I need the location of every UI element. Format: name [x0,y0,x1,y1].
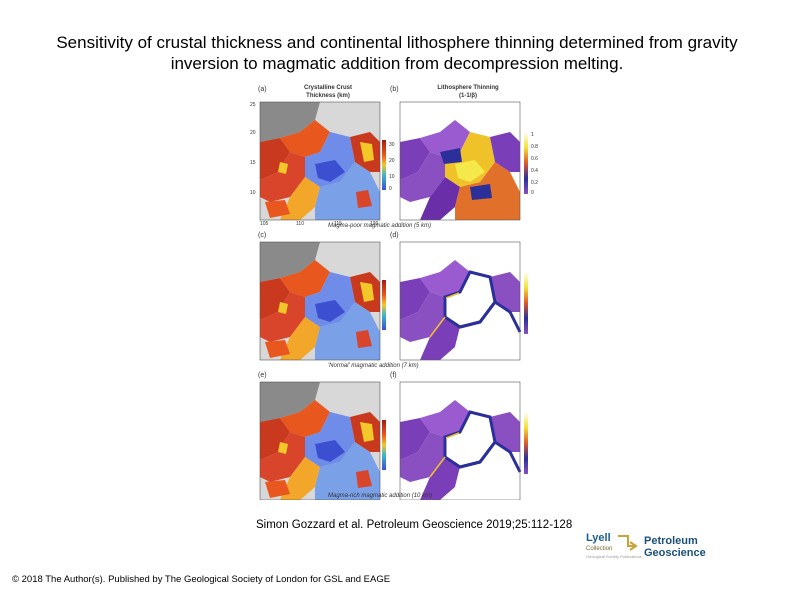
lyell-collection-logo-icon [618,535,638,551]
col-title-thinning: Lithosphere Thinning (1-1/β) [418,84,518,100]
col-title-crust: Crystalline Crust Thickness (km) [278,84,378,100]
logo-lyell: Lyell [586,532,611,544]
thinning-tick: 0 [531,190,534,196]
thinning-tick: 0.6 [531,156,538,162]
thinning-colorbar-2 [524,272,528,334]
row-caption-magma-poor: Magma-poor magmatic addition (5 km) [328,223,432,229]
map-crust-magma-poor [259,101,381,221]
row-caption-normal: 'Normal' magmatic addition (7 km) [328,363,419,369]
logo-collection: Collection [586,546,613,552]
map-crust-magma-rich [259,381,381,501]
lat-tick: 25 [250,102,256,108]
col-title-crust-line1: Crystalline Crust [303,85,352,91]
panel-letter-c: (c) [258,232,267,239]
map-crust-normal [259,241,381,361]
slide-title: Sensitivity of crustal thickness and con… [56,33,738,73]
crust-colorbar-2 [382,280,386,330]
lat-tick: 20 [250,130,256,136]
crust-colorbar-3 [382,420,386,470]
crust-tick: 0 [389,186,392,192]
col-title-thinning-line2: (1-1/β) [459,93,477,99]
lon-tick: 110 [296,221,304,227]
col-title-thinning-line1: Lithosphere Thinning [437,85,499,91]
lat-tick: 15 [250,160,256,166]
panel-letter-b: (b) [390,86,399,93]
panel-letter-f: (f) [390,372,397,379]
map-thinning-magma-rich [398,380,522,502]
copyright-footer: © 2018 The Author(s). Published by The G… [12,574,391,585]
thinning-tick: 0.2 [531,180,538,186]
panel-letter-d: (d) [390,232,399,239]
panel-letter-a: (a) [258,86,267,93]
logo-journal-name: Petroleum Geoscience [644,535,706,559]
journal-logo: Lyell Collection Geological Society Publ… [584,528,760,566]
thinning-colorbar-1 [524,132,528,194]
crust-tick: 20 [389,158,395,164]
col-title-crust-line2: Thickness (km) [306,93,350,99]
figure: (a) (b) (c) (d) (e) (f) Crystalline Crus… [248,80,548,502]
lon-tick: 105 [260,221,269,227]
thinning-tick: 0.8 [531,144,538,150]
thinning-colorbar-3 [524,412,528,474]
panel-letter-e: (e) [258,372,267,379]
lat-tick: 10 [250,190,256,196]
crust-tick: 30 [389,142,395,148]
thinning-tick: 0.4 [531,168,538,174]
crust-tick: 10 [389,174,395,180]
citation: Simon Gozzard et al. Petroleum Geoscienc… [256,519,573,531]
crust-colorbar-1 [382,140,386,190]
figure-panels [259,101,528,502]
map-thinning-magma-poor [399,101,521,221]
lon-tick: 120 [370,221,379,227]
logo-tagline: Geological Society Publications [586,554,642,559]
lon-tick: 115 [334,221,342,227]
row-caption-magma-rich: Magma-rich magmatic addition (10 km) [328,493,433,499]
map-thinning-normal [398,240,522,362]
thinning-tick: 1 [531,132,534,138]
